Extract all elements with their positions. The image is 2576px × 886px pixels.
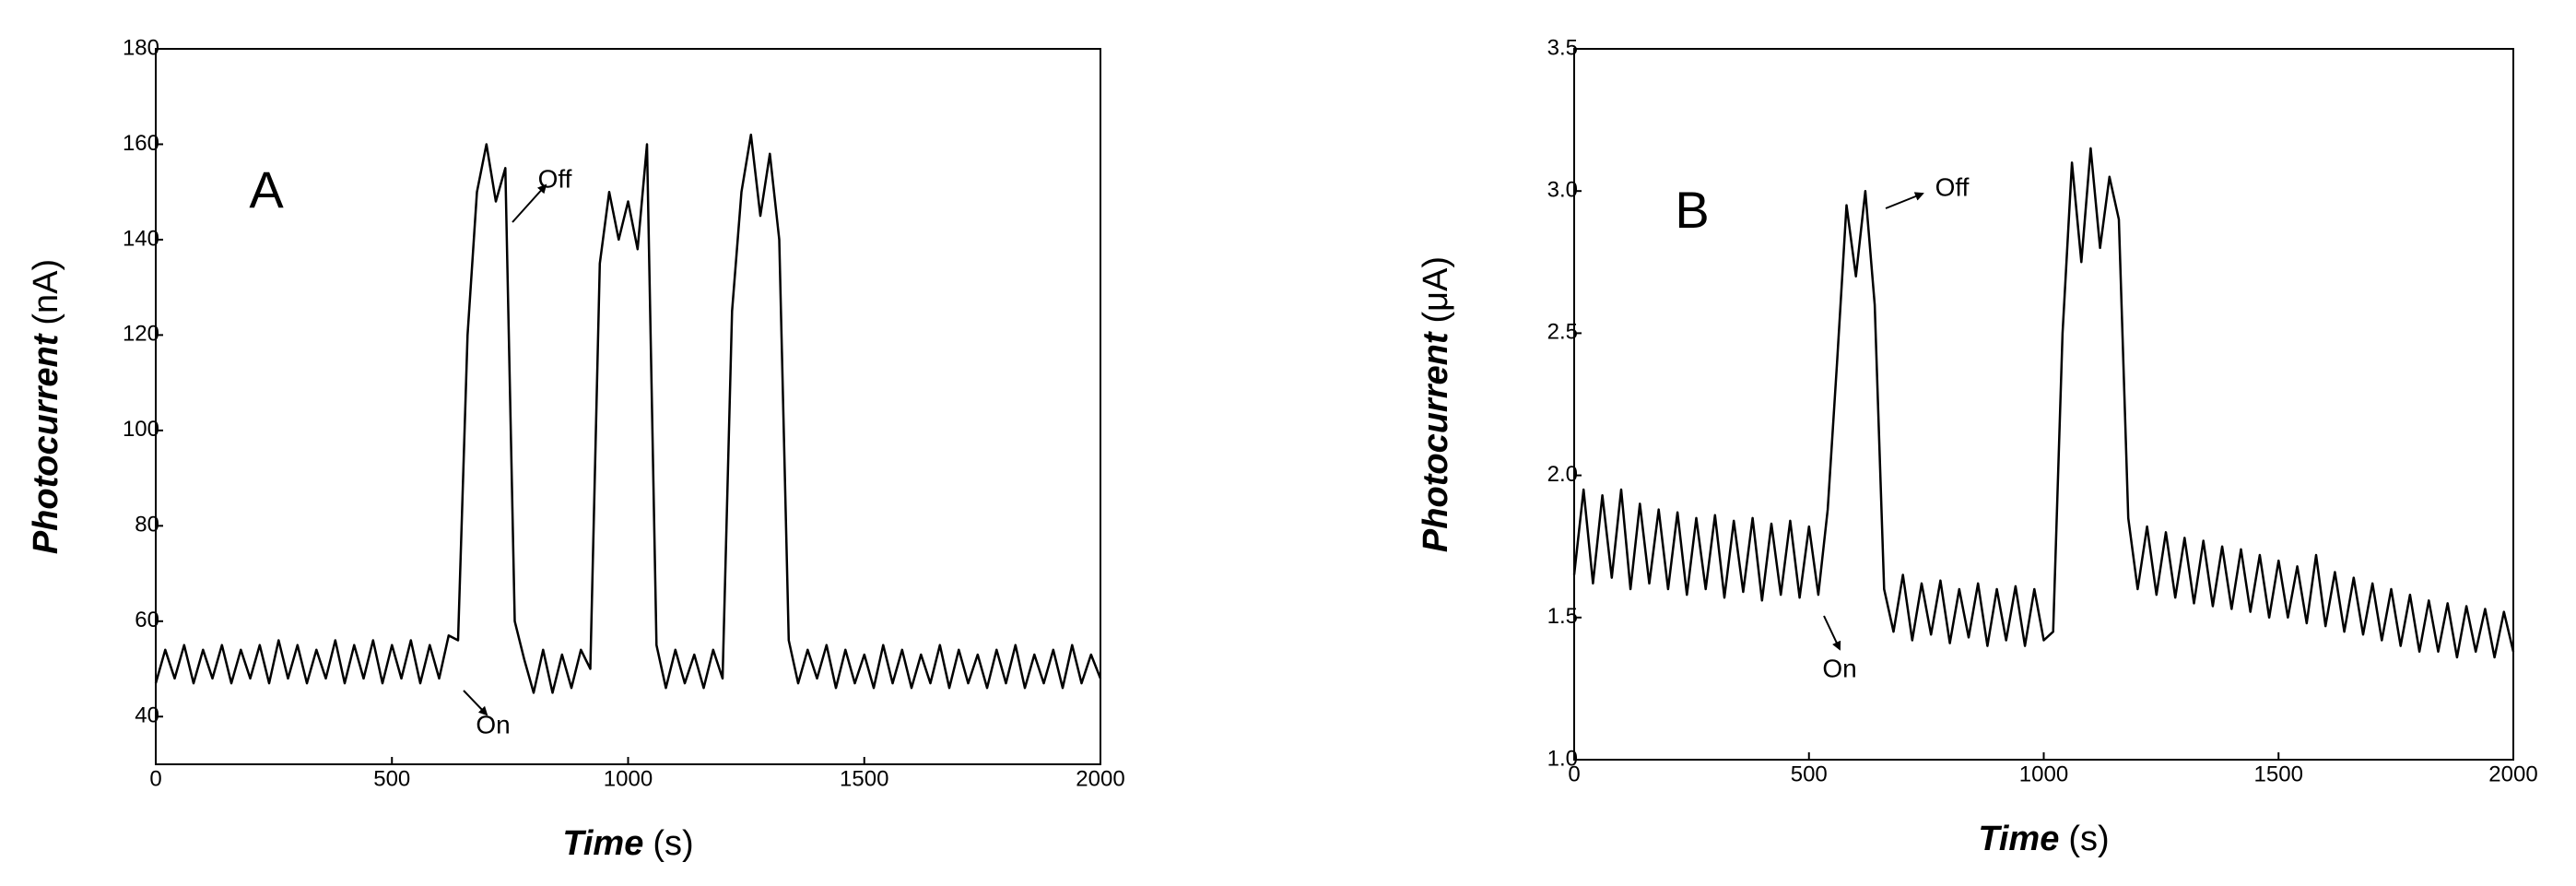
plot-frame [1573,48,2514,761]
x-axis-label-unit: (s) [653,824,693,863]
annotation-arrow [463,690,488,716]
data-line [154,133,1102,694]
annotation: B [1675,181,1709,239]
y-tick-label: 3.5 [1547,35,1578,60]
x-tick-label: 1500 [2254,762,2303,786]
annotation: A [249,160,284,219]
x-tick-label: 500 [1791,762,1828,786]
y-axis-label-name: Photocurrent [1417,331,1455,552]
x-tick-label: 1500 [840,766,888,791]
y-axis-label: Photocurrent (μA) [1417,256,1455,552]
y-tick-label: 3.0 [1547,178,1578,203]
y-tick-label: 2.5 [1547,320,1578,345]
y-tick-label: 100 [123,417,159,442]
annotation-arrow [512,183,547,223]
plot-frame [155,48,1101,765]
y-tick-label: 1.5 [1547,604,1578,629]
y-tick-label: 1.0 [1547,746,1578,771]
y-tick-label: 140 [123,226,159,251]
annotation-arrow [1823,615,1841,651]
y-tick-label: 80 [135,513,159,538]
x-axis-label-unit: (s) [2068,820,2109,858]
x-tick-label: 2000 [1076,766,1124,791]
annotation: Off [1935,172,1970,201]
x-tick-label: 0 [1568,762,1580,786]
y-tick-label: 120 [123,322,159,347]
x-axis-label-name: Time [1978,820,2059,858]
x-tick-label: 0 [149,766,161,791]
y-axis-label: Photocurrent (nA) [27,259,65,554]
x-axis-label-name: Time [562,824,643,863]
y-axis-label-unit: (μA) [1417,256,1455,324]
x-tick-label: 1000 [2019,762,2068,786]
y-tick-label: 60 [135,608,159,632]
y-tick-label: 40 [135,703,159,728]
y-axis-label-name: Photocurrent [27,333,65,554]
data-line [1572,147,2515,659]
annotation: On [1822,654,1856,682]
x-tick-label: 2000 [2488,762,2537,786]
annotation-arrow [1885,192,1924,209]
x-axis-label: Time (s) [1978,820,2109,858]
y-tick-label: 2.0 [1547,462,1578,487]
x-tick-label: 1000 [604,766,653,791]
annotation: On [476,710,510,738]
y-axis-label-unit: (nA) [27,259,65,325]
x-tick-label: 500 [373,766,410,791]
x-axis-label: Time (s) [562,824,693,863]
y-tick-label: 160 [123,131,159,156]
y-tick-label: 180 [123,35,159,60]
